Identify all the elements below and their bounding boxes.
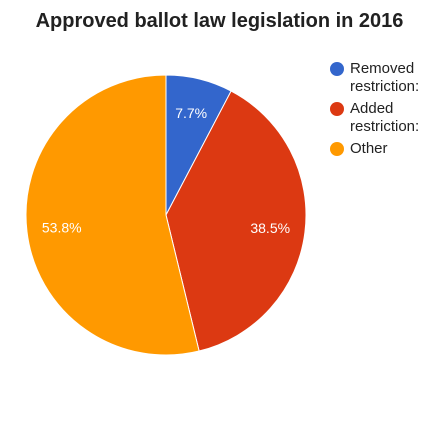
legend-swatch-other [330,142,344,156]
pie-slice-label-removed-restrictions: 7.7% [175,105,207,121]
legend-label-removed-2: restriction: [350,78,420,95]
legend-item-added[interactable]: Added restriction: [330,100,435,136]
legend-swatch-added [330,102,344,116]
legend: Removed restriction: Added restriction: … [330,60,435,162]
legend-label-added-2: restriction: [350,118,420,135]
legend-swatch-removed [330,62,344,76]
legend-item-other[interactable]: Other [330,140,435,158]
legend-item-removed[interactable]: Removed restriction: [330,60,435,96]
legend-label-other: Other [350,140,388,157]
pie-slice-other[interactable] [25,74,200,356]
legend-label-added-1: Added [350,100,394,117]
pie-slices [25,74,307,356]
pie-slice-label-other: 53.8% [42,220,82,236]
pie-labels: 7.7% 38.5% 53.8% [42,105,290,236]
chart-title: Approved ballot law legislation in 2016 [35,10,404,32]
legend-label-removed-1: Removed [350,60,415,77]
pie-slice-added-restrictions[interactable] [165,90,307,352]
pie-slice-label-added-restrictions: 38.5% [250,220,290,236]
